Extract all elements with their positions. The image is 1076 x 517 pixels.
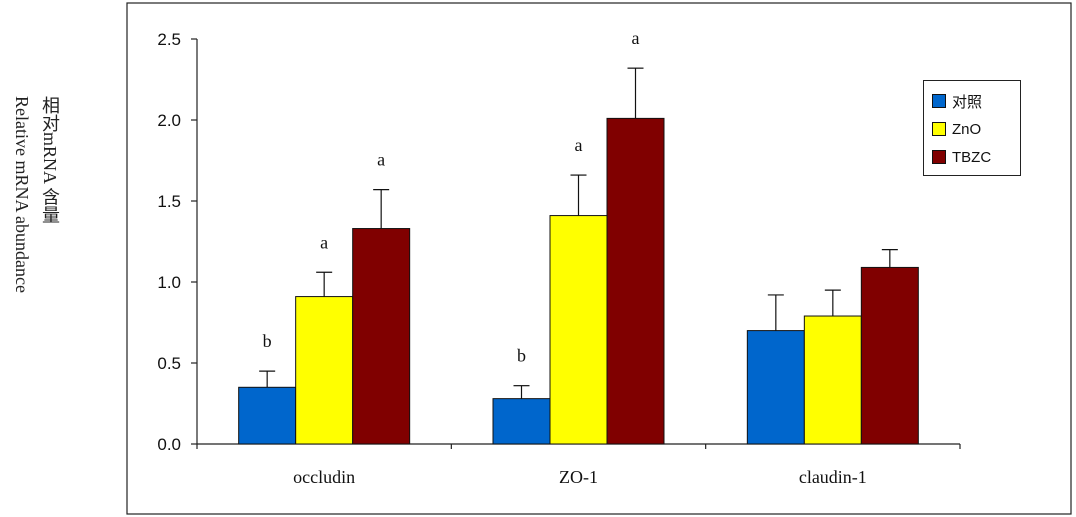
legend-item-control: 对照 bbox=[932, 91, 982, 111]
y-tick-label: 2.5 bbox=[157, 30, 181, 49]
y-tick-label: 1.0 bbox=[157, 273, 181, 292]
legend-item-zno: ZnO bbox=[932, 119, 981, 139]
legend-label-control: 对照 bbox=[952, 93, 983, 111]
x-tick-label: ZO-1 bbox=[559, 467, 598, 487]
bar bbox=[352, 228, 411, 445]
legend-swatch-zno bbox=[932, 122, 946, 136]
bar bbox=[492, 398, 551, 445]
axes: 0.0 0.5 1.0 1.5 2.0 2.5 occludin ZO-1 claudin-1 bbox=[157, 30, 961, 487]
y-tick-label: 1.5 bbox=[157, 192, 181, 211]
legend-label-tbzc: TBZC bbox=[952, 148, 992, 166]
y-tick-label: 2.0 bbox=[157, 111, 181, 130]
legend-swatch-control bbox=[932, 94, 946, 108]
y-axis-label: 相对mRNA 含量 Relative mRNA abundance bbox=[3, 96, 73, 336]
bar bbox=[295, 296, 354, 445]
significance-label: a bbox=[575, 135, 583, 155]
y-tick-label: 0.0 bbox=[157, 435, 181, 454]
bar bbox=[746, 330, 805, 445]
y-axis-label-cn: 相对mRNA 含量 bbox=[40, 96, 60, 224]
y-axis-label-en: Relative mRNA abundance bbox=[12, 96, 32, 293]
significance-label: b bbox=[517, 346, 526, 366]
significance-label: a bbox=[377, 150, 385, 170]
significance-label: a bbox=[632, 28, 640, 48]
bar bbox=[238, 386, 297, 445]
legend: 对照 ZnO TBZC bbox=[923, 80, 1021, 176]
bar bbox=[606, 117, 665, 445]
bars: b a a b a a bbox=[238, 28, 919, 445]
bar bbox=[803, 315, 862, 445]
x-tick-label: occludin bbox=[293, 467, 355, 487]
significance-label: b bbox=[263, 331, 272, 351]
plot-frame bbox=[126, 2, 1072, 515]
legend-item-tbzc: TBZC bbox=[932, 147, 991, 167]
y-tick-label: 0.5 bbox=[157, 354, 181, 373]
bar bbox=[549, 215, 608, 445]
bar bbox=[860, 266, 919, 445]
legend-swatch-tbzc bbox=[932, 150, 946, 164]
significance-label: a bbox=[320, 232, 328, 252]
x-tick-label: claudin-1 bbox=[799, 467, 867, 487]
legend-label-zno: ZnO bbox=[952, 120, 982, 138]
